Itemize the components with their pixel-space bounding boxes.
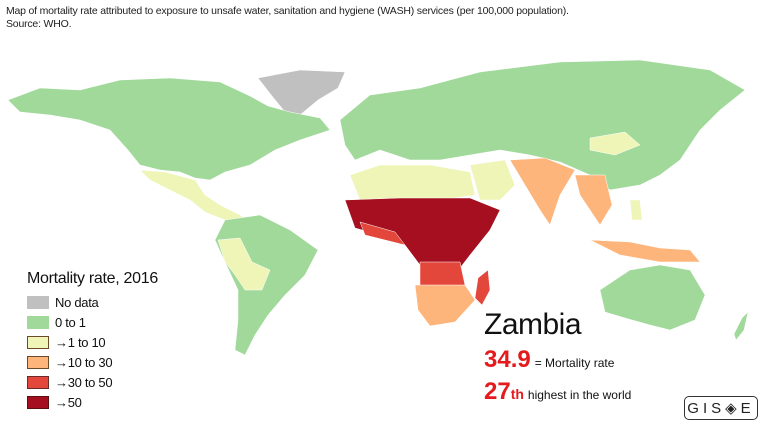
- rate-label: = Mortality rate: [534, 356, 615, 370]
- legend-item-50-plus: →50: [27, 392, 158, 412]
- legend-item-10-30: →10 to 30: [27, 352, 158, 372]
- eurasia: [339, 59, 746, 191]
- greenland-no-data: [257, 69, 346, 116]
- legend-label: →1 to 10: [55, 334, 106, 350]
- new-zealand: [733, 311, 749, 341]
- legend-title: Mortality rate, 2016: [27, 270, 158, 287]
- country-highlight: Zambia 34.9 = Mortality rate 27 th highe…: [484, 308, 631, 406]
- gis-e-logo: GIS◈E: [684, 396, 758, 420]
- philippines: [629, 199, 643, 221]
- rank-number: 27: [484, 378, 511, 405]
- legend-swatch: [27, 335, 49, 349]
- africa-red-regions: [359, 221, 406, 246]
- legend-item-1-10: →1 to 10: [27, 332, 158, 352]
- country-name: Zambia: [484, 308, 582, 341]
- legend-swatch: [27, 295, 49, 309]
- legend-label: →30 to 50: [55, 374, 113, 390]
- source-line: Source: WHO.: [6, 18, 72, 30]
- legend-item-0-1: 0 to 1: [27, 312, 158, 332]
- south-america: [214, 214, 319, 356]
- southeast-asia: [574, 174, 613, 226]
- south-asia: [509, 157, 576, 226]
- indonesia: [589, 239, 701, 263]
- madagascar: [474, 269, 491, 306]
- legend-swatch: [27, 315, 49, 329]
- legend-label: →10 to 30: [55, 354, 113, 370]
- southern-africa: [414, 284, 476, 327]
- middle-east: [469, 159, 516, 201]
- legend-item-30-50: →30 to 50: [27, 372, 158, 392]
- rank-suffix: th: [510, 386, 524, 402]
- legend: Mortality rate, 2016 No data 0 to 1 →1 t…: [27, 270, 158, 412]
- legend-label: No data: [55, 294, 99, 310]
- north-africa: [349, 164, 476, 201]
- title-line: Map of mortality rate attributed to expo…: [6, 5, 569, 17]
- legend-label: 0 to 1: [55, 314, 86, 330]
- mongolia: [589, 131, 641, 156]
- australia: [599, 264, 706, 331]
- rate-value: 34.9: [484, 346, 531, 373]
- rank-label: highest in the world: [527, 388, 632, 402]
- map-title: Map of mortality rate attributed to expo…: [6, 5, 569, 31]
- rate-row: 34.9 = Mortality rate: [484, 346, 631, 374]
- legend-swatch: [27, 355, 49, 369]
- legend-swatch: [27, 395, 49, 409]
- legend-label: →50: [55, 394, 82, 410]
- rank-row: 27 th highest in the world: [484, 378, 631, 406]
- andes-countries: [217, 237, 271, 291]
- legend-item-no-data: No data: [27, 292, 158, 312]
- north-america: [7, 77, 331, 181]
- legend-swatch: [27, 375, 49, 389]
